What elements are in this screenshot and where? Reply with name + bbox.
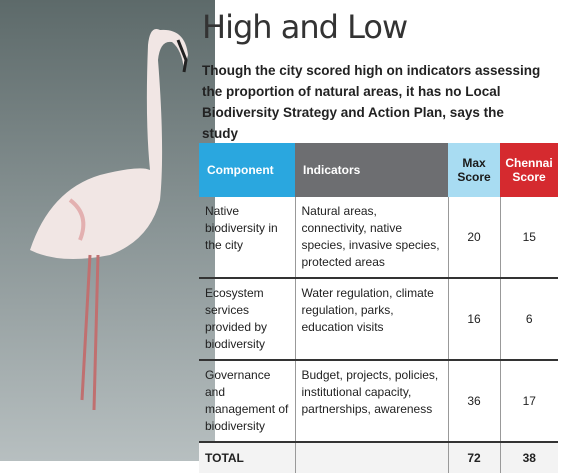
table-cell: 72 (448, 442, 500, 473)
column-header: Indicators (295, 143, 448, 197)
table-cell: Ecosystem services provided by biodivers… (199, 278, 295, 360)
table-row: Ecosystem services provided by biodivers… (199, 278, 558, 360)
subtitle: Though the city scored high on indicator… (202, 60, 542, 144)
score-table: Component Indicators Max Score Chennai S… (199, 143, 558, 473)
table-cell: 38 (500, 442, 558, 473)
table-cell: Budget, projects, policies, institutiona… (295, 360, 448, 442)
table-cell: 6 (500, 278, 558, 360)
title: High and Low (202, 8, 407, 46)
table-cell: Native biodiversity in the city (199, 197, 295, 278)
table-cell: 16 (448, 278, 500, 360)
table-cell: 17 (500, 360, 558, 442)
table-row: Governance and management of biodiversit… (199, 360, 558, 442)
column-header: Component (199, 143, 295, 197)
table-cell: Natural areas, connectivity, native spec… (295, 197, 448, 278)
page: {"header": {"title": "High and Low", "su… (0, 0, 561, 461)
column-header: Max Score (448, 143, 500, 197)
column-header: Chennai Score (500, 143, 558, 197)
table-cell: 15 (500, 197, 558, 278)
table-cell: Water regulation, climate regulation, pa… (295, 278, 448, 360)
table-cell: 20 (448, 197, 500, 278)
table-cell: Governance and management of biodiversit… (199, 360, 295, 442)
flamingo-photo (0, 0, 215, 461)
table-cell (295, 442, 448, 473)
table-cell: TOTAL (199, 442, 295, 473)
table-cell: 36 (448, 360, 500, 442)
